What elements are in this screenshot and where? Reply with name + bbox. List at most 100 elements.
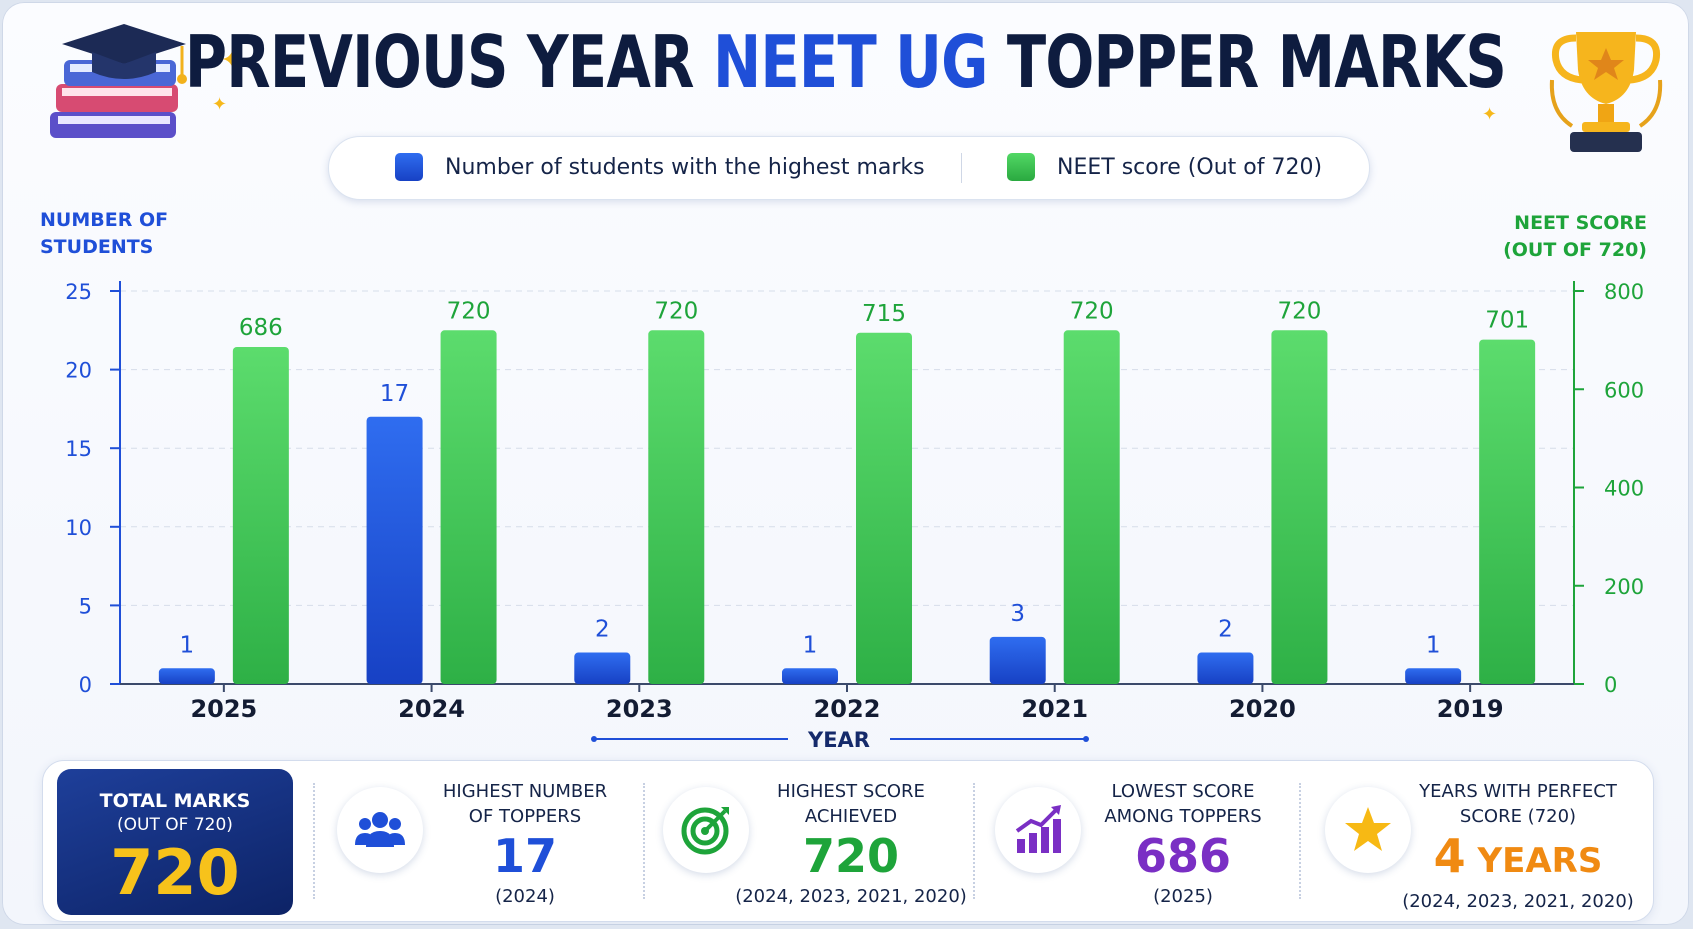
stat-highest-toppers: HIGHEST NUMBER OF TOPPERS 17 (2024) bbox=[333, 761, 633, 919]
stat-divider bbox=[973, 783, 975, 899]
bar-label-students: 1 bbox=[180, 632, 195, 658]
stat-perfect-unit: YEARS bbox=[1465, 841, 1603, 881]
stat-toppers-label: OF TOPPERS bbox=[468, 806, 582, 827]
right-axis-title-line1: NEET SCORE bbox=[1514, 212, 1647, 234]
right-axis-tick-label: 600 bbox=[1604, 378, 1644, 402]
bar-students bbox=[574, 652, 631, 684]
left-axis-tick-label: 0 bbox=[79, 673, 92, 697]
trend-up-icon bbox=[995, 787, 1081, 873]
sparkle-icon: ✦ bbox=[220, 43, 246, 78]
trophy-icon bbox=[1549, 32, 1663, 152]
left-axis-tick-label: 20 bbox=[65, 359, 92, 383]
sparkle-icon: ✦ bbox=[1482, 104, 1498, 125]
x-axis-title: YEAR bbox=[807, 728, 870, 752]
stat-highest-score: HIGHEST SCORE ACHIEVED 720 (2024, 2023, … bbox=[663, 761, 973, 919]
left-axis-tick-label: 5 bbox=[79, 594, 92, 618]
stats-panel: TOTAL MARKS (OUT OF 720) 720 HIGHEST NUM… bbox=[42, 760, 1654, 922]
bar-label-score: 720 bbox=[1070, 298, 1114, 324]
bar-score bbox=[1479, 339, 1536, 684]
stat-highest-sub: (2024, 2023, 2021, 2020) bbox=[735, 886, 967, 907]
stat-lowest-text: LOWEST SCORE AMONG TOPPERS 686 (2025) bbox=[1087, 779, 1279, 911]
right-axis-tick-label: 800 bbox=[1604, 280, 1644, 304]
legend-swatch-score bbox=[1007, 153, 1035, 181]
left-axis-tick-label: 25 bbox=[65, 280, 92, 304]
x-title-rule-dot bbox=[1083, 736, 1089, 742]
bar-label-score: 701 bbox=[1485, 308, 1529, 334]
legend-item-score: NEET score (Out of 720) bbox=[1007, 153, 1322, 181]
bar-label-students: 2 bbox=[1218, 617, 1233, 643]
x-axis-tick-label: 2024 bbox=[398, 695, 465, 723]
legend-label-score: NEET score (Out of 720) bbox=[1057, 154, 1323, 180]
stat-perfect-sub: (2024, 2023, 2021, 2020) bbox=[1402, 891, 1634, 912]
stat-toppers-sub: (2024) bbox=[495, 886, 555, 907]
bar-label-score: 720 bbox=[1277, 298, 1321, 324]
stat-lowest-value: 686 bbox=[1134, 829, 1232, 883]
x-axis-tick-label: 2025 bbox=[190, 695, 257, 723]
bar-students bbox=[782, 668, 838, 684]
stat-divider bbox=[643, 783, 645, 899]
stat-divider bbox=[1299, 783, 1301, 899]
bar-label-students: 1 bbox=[1426, 632, 1441, 658]
bar-students bbox=[1405, 668, 1462, 684]
x-axis-tick-label: 2019 bbox=[1437, 695, 1504, 723]
total-marks-label: TOTAL MARKS bbox=[99, 790, 251, 812]
right-axis-title: NEET SCORE (OUT OF 720) bbox=[1503, 210, 1647, 264]
bar-label-students: 17 bbox=[380, 381, 409, 407]
sparkle-icon: ✦ bbox=[212, 94, 228, 115]
left-axis-title-line1: NUMBER OF bbox=[40, 209, 169, 231]
legend-divider bbox=[961, 153, 962, 183]
bar-chart: 0510152025020040060080016862025177202024… bbox=[65, 280, 1644, 752]
stat-toppers-text: HIGHEST NUMBER OF TOPPERS 17 (2024) bbox=[437, 779, 613, 911]
stat-perfect-label: SCORE (720) bbox=[1459, 806, 1577, 827]
bar-label-students: 2 bbox=[595, 617, 610, 643]
stat-lowest-label: AMONG TOPPERS bbox=[1104, 806, 1262, 827]
bar-score bbox=[648, 330, 705, 684]
right-axis-title-line2: (OUT OF 720) bbox=[1503, 239, 1647, 261]
stat-highest-text: HIGHEST SCORE ACHIEVED 720 (2024, 2023, … bbox=[731, 779, 971, 911]
stat-highest-value: 720 bbox=[802, 829, 900, 883]
right-axis-tick-label: 200 bbox=[1604, 575, 1644, 599]
stat-perfect-number: 4 bbox=[1433, 829, 1466, 883]
legend-item-students: Number of students with the highest mark… bbox=[395, 153, 925, 181]
bar-students bbox=[1197, 652, 1254, 684]
right-axis-tick-label: 400 bbox=[1604, 477, 1644, 501]
stat-perfect-value: 4 YEARS bbox=[1395, 829, 1641, 888]
bar-label-score: 686 bbox=[239, 315, 283, 341]
left-axis-title-line2: STUDENTS bbox=[40, 236, 154, 258]
bar-score bbox=[856, 332, 912, 684]
bar-score bbox=[440, 330, 497, 684]
page-title: PREVIOUS YEAR NEET UG TOPPER MARKS bbox=[184, 20, 1507, 104]
stat-lowest-score: LOWEST SCORE AMONG TOPPERS 686 (2025) bbox=[995, 761, 1295, 919]
stat-toppers-label: HIGHEST NUMBER bbox=[442, 781, 608, 802]
left-axis-tick-label: 10 bbox=[65, 516, 92, 540]
stat-perfect-label: YEARS WITH PERFECT bbox=[1419, 781, 1617, 802]
x-axis-tick-label: 2022 bbox=[814, 695, 881, 723]
bar-score bbox=[232, 347, 289, 684]
bar-students bbox=[366, 416, 423, 684]
stat-lowest-sub: (2025) bbox=[1153, 886, 1213, 907]
bar-students bbox=[989, 636, 1046, 684]
right-axis-tick-label: 0 bbox=[1604, 673, 1617, 697]
bar-label-score: 715 bbox=[862, 301, 906, 327]
left-axis-tick-label: 15 bbox=[65, 437, 92, 461]
stat-divider bbox=[313, 783, 315, 899]
stat-perfect-years: YEARS WITH PERFECT SCORE (720) 4 YEARS (… bbox=[1325, 761, 1651, 919]
bar-label-students: 3 bbox=[1010, 601, 1025, 627]
total-marks-sub: (OUT OF 720) bbox=[117, 815, 233, 835]
bar-score bbox=[1271, 330, 1328, 684]
stat-toppers-value: 17 bbox=[492, 829, 557, 883]
legend-label-students: Number of students with the highest mark… bbox=[445, 154, 925, 180]
stat-perfect-text: YEARS WITH PERFECT SCORE (720) 4 YEARS (… bbox=[1395, 779, 1641, 916]
star-icon bbox=[1325, 787, 1411, 873]
bar-score bbox=[1063, 330, 1120, 684]
chart-legend: Number of students with the highest mark… bbox=[328, 136, 1370, 200]
graduation-books-icon bbox=[50, 24, 187, 138]
total-marks-value: 720 bbox=[110, 836, 240, 909]
target-icon bbox=[663, 787, 749, 873]
total-marks-card: TOTAL MARKS (OUT OF 720) 720 bbox=[57, 769, 293, 915]
bar-students bbox=[158, 668, 215, 684]
x-axis-tick-label: 2020 bbox=[1229, 695, 1296, 723]
users-icon bbox=[337, 787, 423, 873]
bar-label-score: 720 bbox=[447, 298, 491, 324]
